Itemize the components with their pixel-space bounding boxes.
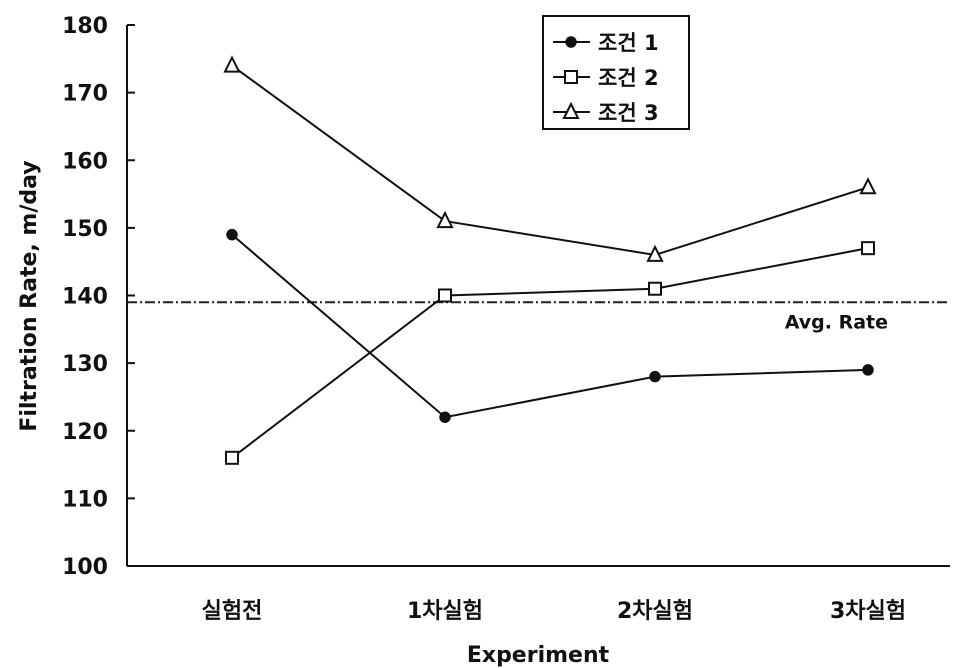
y-tick-label: 110 [62, 487, 108, 512]
y-tick-label: 140 [62, 285, 108, 310]
legend-label: 조건 1 [598, 31, 659, 55]
x-tick-label: 1차실험 [407, 598, 483, 624]
x-tick-label: 실험전 [202, 598, 263, 624]
legend-marker [562, 101, 580, 119]
legend: 조건 1 조건 2 조건 3 [542, 15, 690, 130]
data-point [861, 241, 875, 256]
series-line [231, 247, 869, 459]
data-point [225, 450, 239, 465]
series-2 [225, 241, 875, 465]
legend-label: 조건 3 [598, 101, 659, 125]
data-point [648, 281, 662, 296]
y-tick-label: 100 [62, 555, 108, 580]
x-tick-label: 3차실험 [830, 598, 906, 624]
data-point [436, 210, 454, 229]
data-point [649, 370, 661, 383]
series-line [231, 233, 869, 419]
y-axis-title: Filtration Rate, m/day [17, 160, 42, 431]
axes [126, 25, 950, 567]
y-tick-label: 150 [62, 217, 108, 242]
y-tick-label: 160 [62, 149, 108, 174]
series-1 [226, 228, 874, 423]
series-line [231, 64, 869, 256]
legend-marker [565, 36, 577, 48]
reference-line-group: Avg. Rate [127, 301, 950, 333]
data-point [223, 55, 241, 73]
legend-entry: 조건 1 [553, 31, 659, 55]
data-point [646, 244, 664, 262]
y-tick-label: 120 [62, 420, 108, 445]
data-point [859, 177, 877, 195]
data-point [226, 228, 238, 241]
x-ticks: 실험전 1차실험 2차실험 3차실험 [202, 598, 906, 624]
y-ticks: 100 110 120 130 140 150 160 170 180 [62, 14, 135, 580]
data-point [439, 411, 451, 423]
y-tick-label: 130 [62, 352, 108, 377]
data-point [438, 288, 452, 303]
data-point [862, 364, 874, 376]
legend-entry: 조건 2 [553, 66, 659, 90]
x-tick-label: 2차실험 [617, 598, 693, 624]
legend-marker [564, 70, 578, 84]
legend-entry: 조건 3 [553, 101, 659, 125]
avg-rate-label: Avg. Rate [785, 311, 888, 333]
legend-label: 조건 2 [598, 66, 659, 90]
y-tick-label: 180 [62, 14, 108, 39]
y-tick-label: 170 [62, 82, 108, 107]
x-axis-title: Experiment [467, 643, 610, 668]
series-3 [223, 55, 877, 262]
series-group [223, 55, 877, 465]
